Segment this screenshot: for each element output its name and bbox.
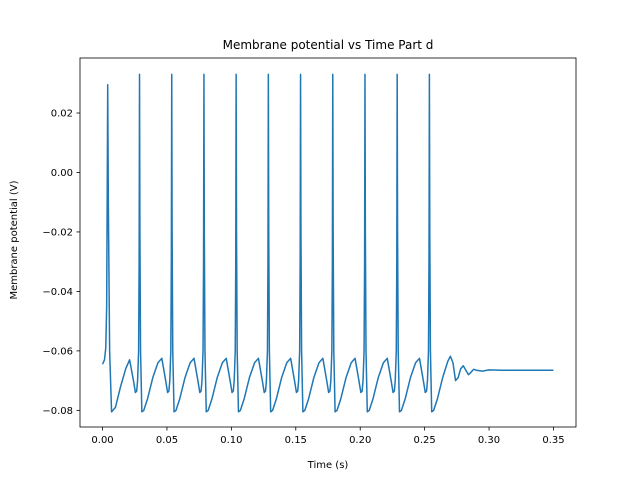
x-tick-label: 0.30 — [478, 435, 500, 446]
plot-frame — [79, 57, 577, 428]
y-axis-label: Membrane potential (V) — [9, 180, 20, 299]
y-tick-label: −0.06 — [42, 346, 73, 357]
y-tick-label: 0.02 — [51, 109, 73, 120]
x-tick-label: 0.00 — [91, 435, 113, 446]
x-tick-label: 0.20 — [349, 435, 371, 446]
x-tick-label: 0.25 — [413, 435, 435, 446]
x-axis-label: Time (s) — [307, 460, 349, 471]
y-tick-label: −0.08 — [42, 406, 73, 417]
y-tick-label: 0.00 — [51, 168, 73, 179]
series-line-0 — [101, 73, 554, 413]
plot-area: 0.00 0.05 0.10 0.15 0.20 0.25 0.30 0.35 −0.08 −0.… — [42, 57, 577, 446]
x-tick-label: 0.05 — [156, 435, 178, 446]
x-tick-label: 0.35 — [542, 435, 564, 446]
chart-title: Membrane potential vs Time Part d — [223, 38, 434, 52]
x-tick-label: 0.10 — [220, 435, 242, 446]
x-tick-label: 0.15 — [285, 435, 307, 446]
y-tick-label: −0.02 — [42, 227, 73, 238]
y-tick-label: −0.04 — [42, 287, 73, 298]
